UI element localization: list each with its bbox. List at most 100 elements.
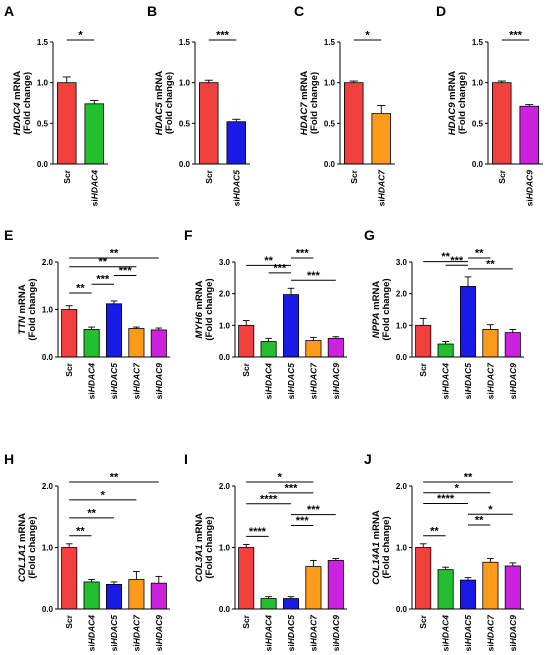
x-tick-label: Scr <box>241 362 251 376</box>
x-tick-label: siHDAC9 <box>331 363 341 400</box>
x-tick-label: siHDAC5 <box>109 615 119 652</box>
bar <box>105 303 123 358</box>
x-tick-gene: HDAC5 <box>286 363 296 393</box>
y-axis-label-2: (Fold change) <box>22 72 33 134</box>
x-tick-prefix: si <box>264 644 274 651</box>
x-tick-prefix: si <box>87 392 97 399</box>
bar <box>327 337 344 358</box>
bar <box>482 329 499 358</box>
y-tick-label: 1.5 <box>472 38 484 47</box>
y-axis-label: TTN mRNA <box>17 284 28 334</box>
significance-label: *** <box>307 504 321 516</box>
bar <box>519 105 540 165</box>
x-tick-gene: HDAC7 <box>485 362 495 393</box>
significance-label: ** <box>441 251 450 263</box>
significance-label: **** <box>260 493 278 505</box>
x-tick-prefix: si <box>89 199 99 206</box>
significance-label: *** <box>216 30 230 42</box>
x-tick-gene: HDAC4 <box>87 363 97 393</box>
x-tick-label: siHDAC5 <box>286 615 296 652</box>
y-tick-label: 1.5 <box>37 38 49 47</box>
y-tick-label: 0.0 <box>37 160 49 169</box>
x-tick-prefix: si <box>109 644 119 651</box>
significance-label: ** <box>76 282 85 294</box>
significance-label: ** <box>486 258 495 270</box>
y-tick-label: 0.0 <box>219 605 231 614</box>
y-axis-gene: HDAC5 <box>154 102 165 135</box>
significance-label: ** <box>76 525 85 537</box>
panel-letter: I <box>184 451 188 467</box>
bar <box>238 324 255 358</box>
y-tick-label: 2.0 <box>219 482 231 491</box>
y-tick-label: 1.0 <box>396 544 408 553</box>
y-axis-label: HDAC7 mRNA <box>299 71 310 136</box>
significance-label: ** <box>430 525 439 537</box>
y-axis-label: NPPA mRNA <box>371 281 382 339</box>
y-tick-label: 1.0 <box>472 79 484 88</box>
x-tick-label: siHDAC5 <box>109 363 119 400</box>
y-tick-label: 1.0 <box>396 321 408 330</box>
bar <box>128 328 145 358</box>
x-tick-prefix: si <box>109 392 119 399</box>
x-tick-prefix: si <box>485 392 495 399</box>
x-tick-label: Scr <box>204 169 214 183</box>
y-axis-label-2: (Fold change) <box>27 278 38 340</box>
y-tick-label: 2.0 <box>42 258 54 267</box>
x-tick-label: Scr <box>349 169 359 183</box>
x-tick-prefix: si <box>463 392 473 399</box>
y-tick-label: 0.0 <box>472 160 484 169</box>
x-tick-prefix: si <box>524 199 534 206</box>
x-tick-gene: HDAC9 <box>524 170 534 200</box>
x-tick-label: siHDAC7 <box>485 362 495 400</box>
x-tick-prefix: si <box>485 644 495 651</box>
y-tick-label: 2.0 <box>396 482 408 491</box>
x-tick-label: Scr <box>62 169 72 183</box>
panel-j: J COL14A1 mRNA (Fold change) 0.0 1.0 2.0 Scr si… <box>364 451 524 651</box>
y-tick-label: 0.0 <box>42 353 54 362</box>
x-tick-prefix: si <box>131 392 141 399</box>
bar <box>343 82 364 165</box>
significance-label: * <box>78 30 83 42</box>
x-tick-label: Scr <box>497 169 507 183</box>
x-tick-label: siHDAC4 <box>264 363 274 400</box>
bar <box>371 113 391 165</box>
bar <box>459 579 477 610</box>
y-axis-label: MYH6 mRNA <box>194 280 205 338</box>
y-axis-label: COL1A1 mRNA <box>17 513 28 582</box>
panel-d: D HDAC9 mRNA (Fold change) 0.0 0.5 1.0 1.5 Scr s… <box>436 3 543 206</box>
y-axis-label: HDAC4 mRNA <box>12 71 23 136</box>
x-tick-prefix: si <box>508 644 518 651</box>
y-tick-label: 1.0 <box>37 79 49 88</box>
y-tick-label: 1.0 <box>179 79 191 88</box>
x-tick-gene: HDAC7 <box>131 362 141 393</box>
bar <box>482 561 499 610</box>
y-axis-label-2: (Fold change) <box>309 72 320 134</box>
x-tick-prefix: si <box>131 644 141 651</box>
y-axis-unit: mRNA <box>154 71 165 103</box>
x-tick-gene: HDAC4 <box>89 170 99 200</box>
y-axis-unit: mRNA <box>194 280 205 312</box>
bar <box>327 560 344 610</box>
x-tick-gene: HDAC5 <box>109 363 119 393</box>
y-axis-unit: mRNA <box>17 284 28 316</box>
bar <box>260 341 277 358</box>
panel-b: B HDAC5 mRNA (Fold change) 0.0 0.5 1.0 1.5 Scr s… <box>147 3 250 206</box>
bar <box>61 547 78 610</box>
x-tick-gene: HDAC4 <box>441 363 451 393</box>
x-tick-label: siHDAC9 <box>154 615 164 652</box>
y-axis-gene: HDAC9 <box>447 102 458 135</box>
y-axis-label-2: (Fold change) <box>204 516 215 578</box>
panel-g: G NPPA mRNA (Fold change) 0.0 1.0 2.0 3.0 Scr si… <box>364 227 524 399</box>
y-axis-unit: mRNA <box>194 513 205 545</box>
y-tick-label: 0.5 <box>37 119 49 128</box>
panel-letter: J <box>364 451 372 467</box>
x-tick-gene: HDAC5 <box>463 363 473 393</box>
x-tick-gene: HDAC5 <box>463 615 473 645</box>
y-tick-label: 2.0 <box>42 482 54 491</box>
bar <box>305 340 322 358</box>
x-tick-prefix: si <box>264 392 274 399</box>
y-tick-label: 2.0 <box>219 290 231 299</box>
y-tick-label: 1.5 <box>324 38 336 47</box>
y-axis-label: COL14A1 mRNA <box>371 510 382 585</box>
